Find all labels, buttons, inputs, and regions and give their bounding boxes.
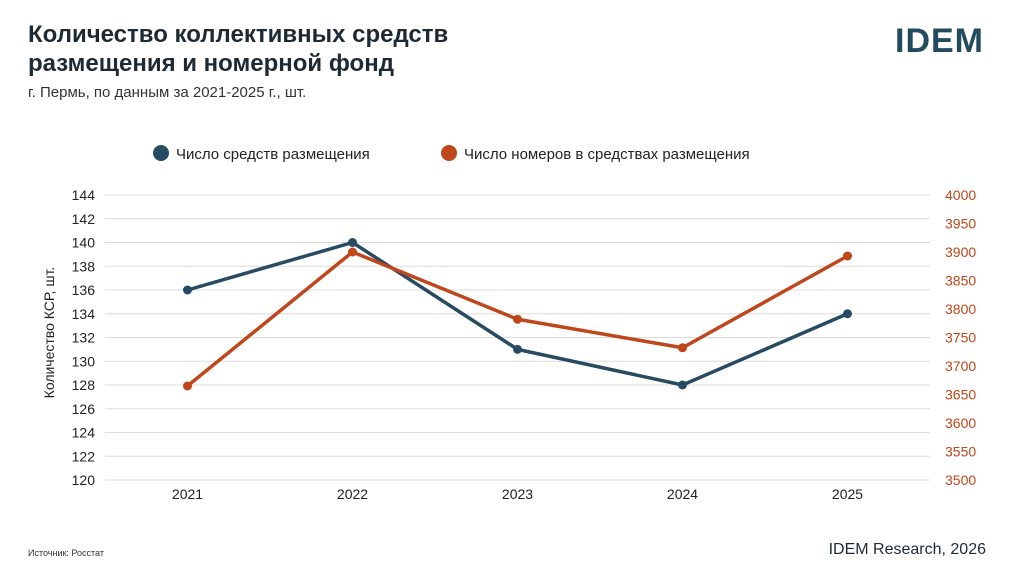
x-tick: 2023 xyxy=(502,486,533,502)
legend-marker-1 xyxy=(153,145,169,161)
y-tick-right: 3750 xyxy=(945,330,976,346)
y-tick-right: 3800 xyxy=(945,301,976,317)
legend-label-2: Число номеров в средствах размещения xyxy=(464,146,750,163)
source-note: Источник: Росстат xyxy=(28,548,104,558)
data-point-series-2 xyxy=(348,247,357,257)
legend-marker-2 xyxy=(441,145,457,161)
x-tick: 2024 xyxy=(667,486,698,502)
data-point-series-2 xyxy=(513,314,522,324)
idem-logo: IDEM xyxy=(895,22,984,60)
data-point-series-1 xyxy=(678,380,687,390)
y-tick-right: 3500 xyxy=(945,472,976,488)
y-tick-left: 120 xyxy=(72,472,96,488)
y-tick-left: 144 xyxy=(72,187,96,203)
credit-note: IDEM Research, 2026 xyxy=(828,541,986,558)
data-point-series-1 xyxy=(348,238,357,247)
data-point-series-1 xyxy=(513,344,522,354)
y-tick-left: 132 xyxy=(72,330,96,346)
legend-label-1: Число средств размещения xyxy=(176,146,370,163)
title-line-2: размещения и номерной фонд xyxy=(28,50,394,77)
y-tick-left: 126 xyxy=(72,401,96,417)
x-tick: 2025 xyxy=(832,486,863,502)
y-axis-title: Количество КСР, шт. xyxy=(41,267,57,399)
y-tick-left: 130 xyxy=(72,353,96,369)
y-tick-right: 3700 xyxy=(945,358,976,374)
data-point-series-1 xyxy=(183,285,192,295)
chart-title: Количество коллективных средств размещен… xyxy=(28,20,448,78)
y-tick-left: 124 xyxy=(72,425,96,441)
title-line-1: Количество коллективных средств xyxy=(28,21,449,48)
y-tick-right: 3650 xyxy=(945,387,976,403)
y-tick-left: 140 xyxy=(72,235,96,251)
y-tick-left: 134 xyxy=(72,306,96,322)
y-tick-left: 128 xyxy=(72,377,96,393)
x-tick: 2021 xyxy=(172,486,203,502)
y-tick-right: 4000 xyxy=(945,187,976,203)
y-tick-right: 3950 xyxy=(945,216,976,232)
y-tick-right: 3850 xyxy=(945,273,976,289)
y-tick-left: 122 xyxy=(72,448,96,464)
y-tick-right: 3550 xyxy=(945,444,976,460)
y-tick-left: 138 xyxy=(72,258,96,274)
data-point-series-1 xyxy=(843,309,852,319)
y-tick-right: 3600 xyxy=(945,415,976,431)
data-point-series-2 xyxy=(678,343,687,353)
data-point-series-2 xyxy=(183,381,192,391)
y-tick-left: 136 xyxy=(72,282,96,298)
chart-subtitle: г. Пермь, по данным за 2021-2025 г., шт. xyxy=(28,84,307,101)
x-tick: 2022 xyxy=(337,486,368,502)
y-tick-right: 3900 xyxy=(945,244,976,260)
data-point-series-2 xyxy=(843,251,852,261)
y-tick-left: 142 xyxy=(72,211,96,227)
